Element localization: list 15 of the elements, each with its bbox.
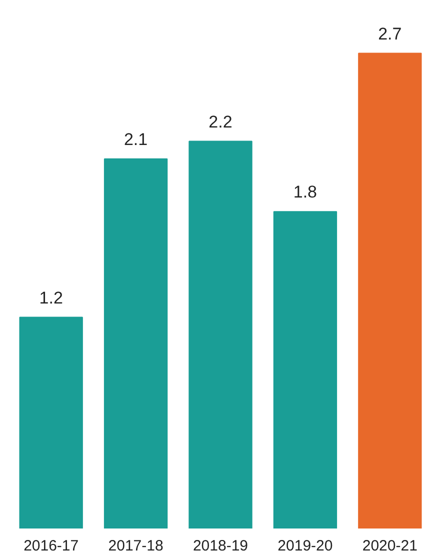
data-label: 1.8 (293, 182, 318, 202)
x-tick-label: 2018-19 (192, 538, 248, 554)
data-label: 1.2 (39, 288, 63, 308)
bar (19, 316, 83, 528)
data-label: 2.7 (378, 24, 402, 44)
x-tick-label: 2017-18 (108, 538, 164, 554)
bar (358, 52, 422, 528)
x-tick-label: 2016-17 (24, 538, 79, 554)
bar (104, 158, 168, 528)
x-tick-label: 2020-21 (362, 538, 418, 554)
bar (273, 211, 338, 528)
bar (188, 140, 252, 528)
data-label: 2.1 (124, 130, 148, 149)
data-label: 2.2 (208, 112, 232, 132)
x-tick-label: 2019-20 (278, 538, 333, 554)
